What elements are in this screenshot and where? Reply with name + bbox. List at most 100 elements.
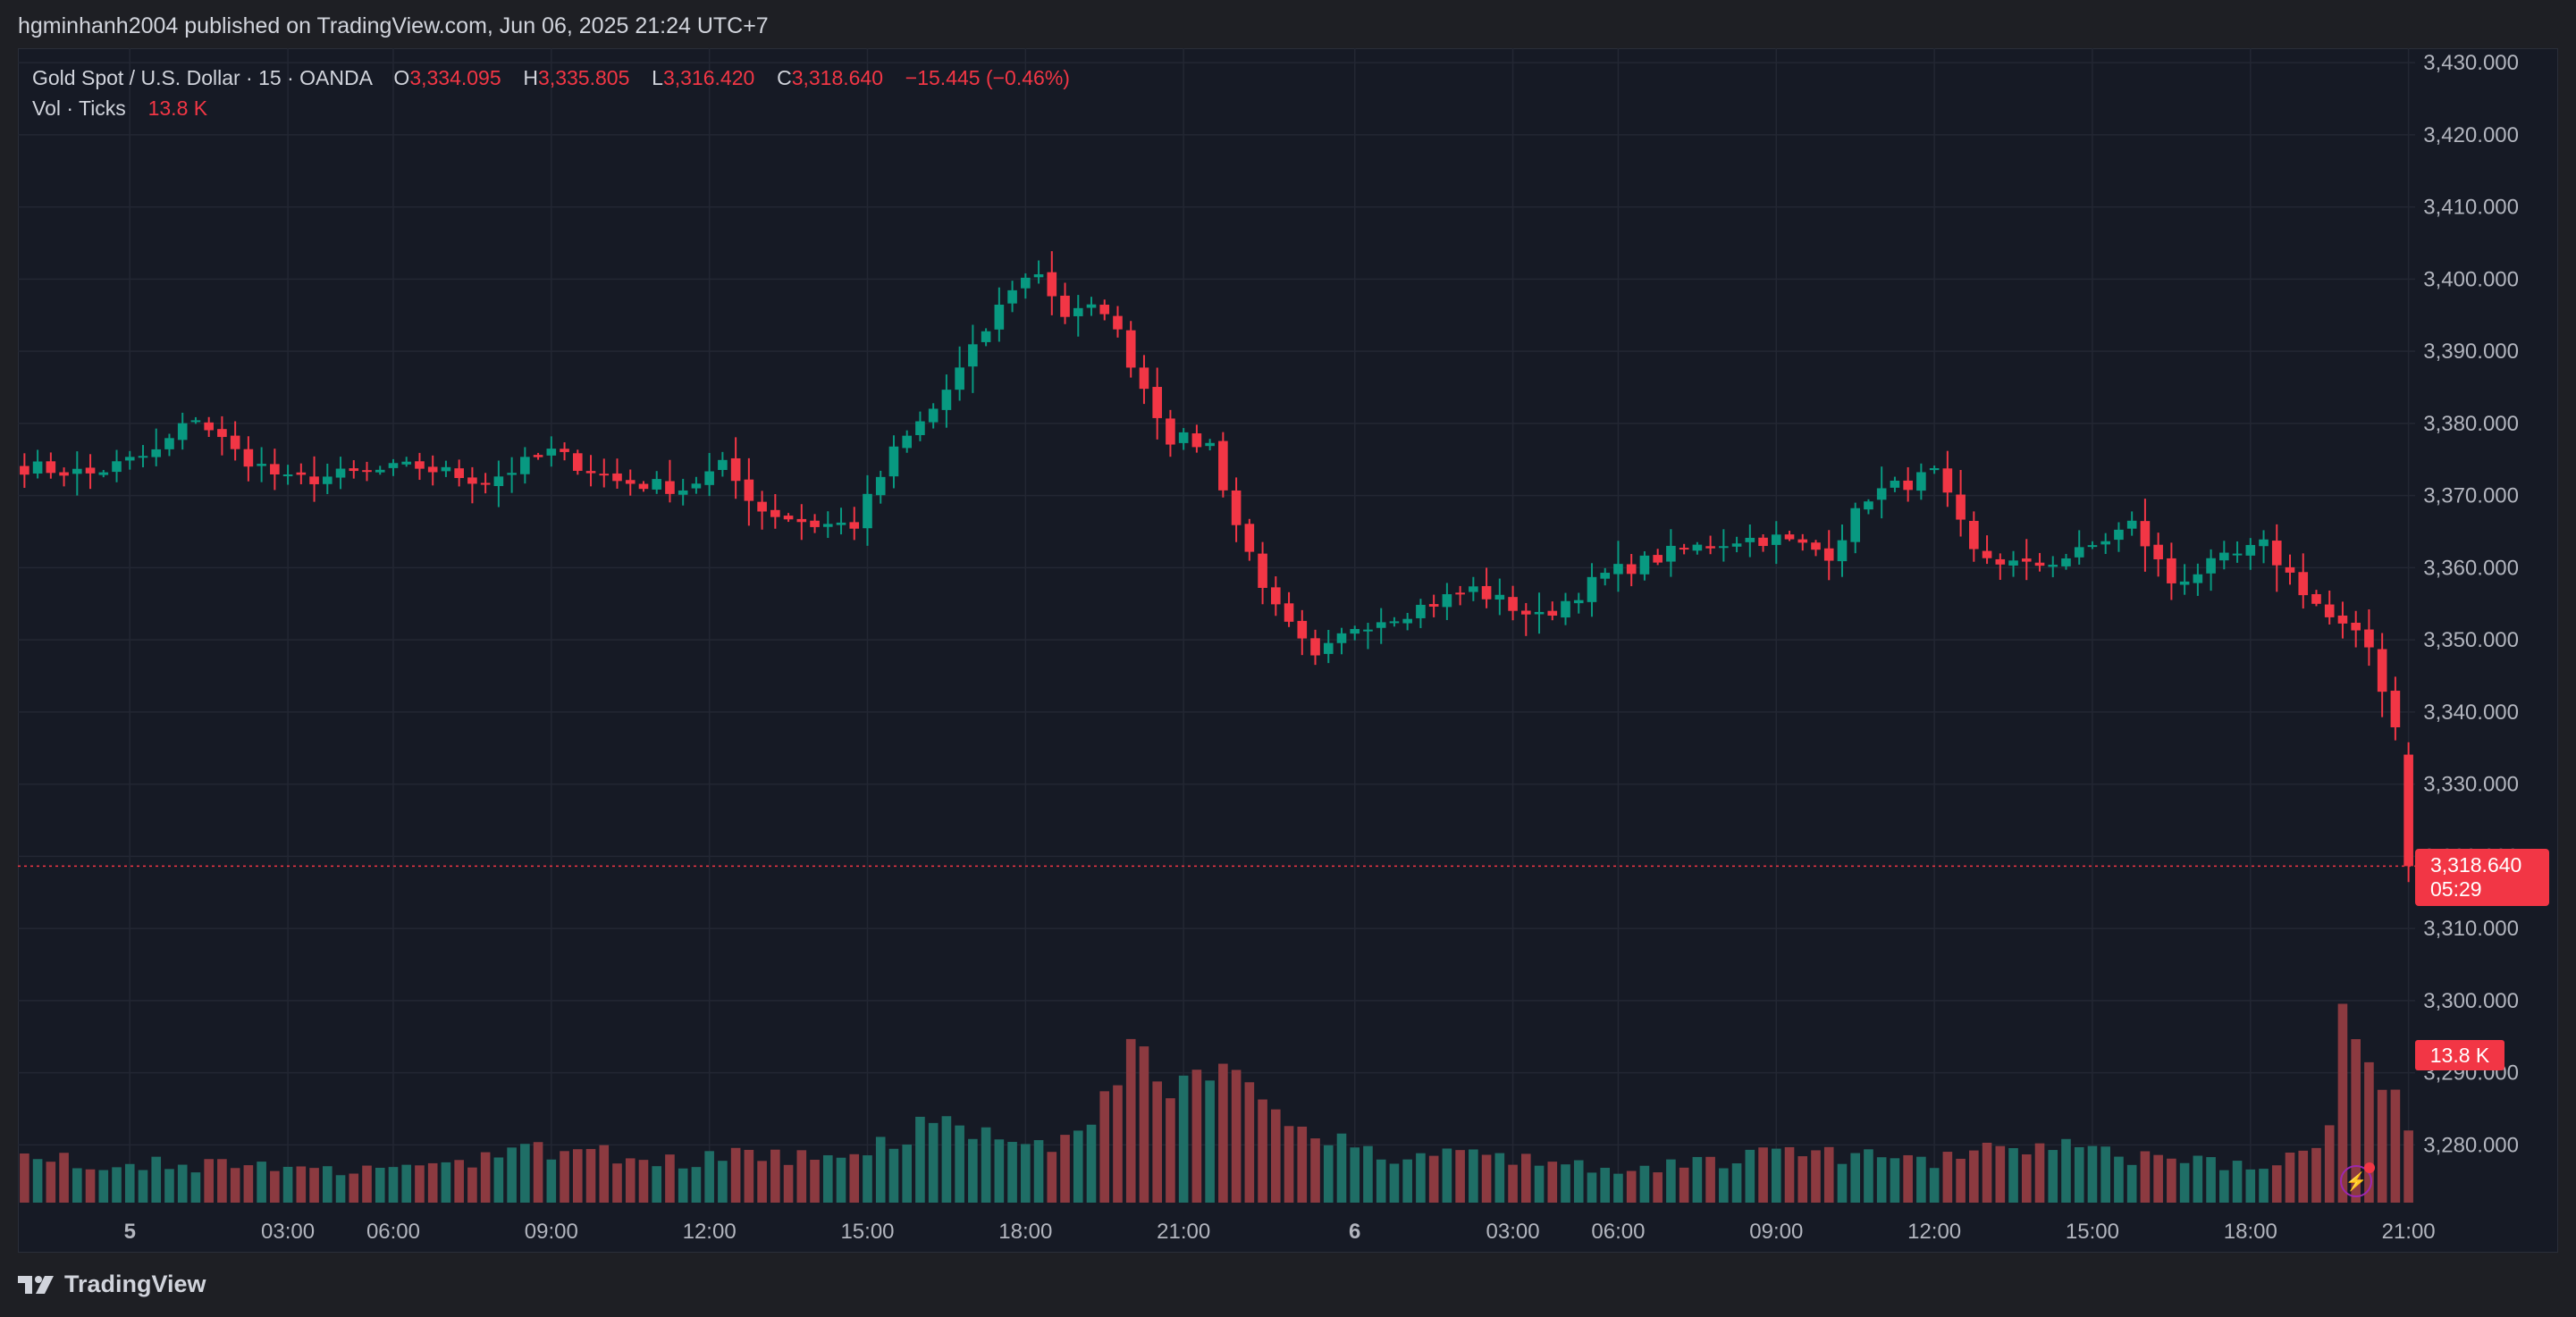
- candle-body: [2219, 552, 2229, 561]
- candle-body: [1455, 592, 1465, 595]
- candle-body: [2271, 541, 2282, 566]
- volume-bar: [1376, 1159, 1386, 1203]
- time-tick-label: 21:00: [1157, 1220, 1210, 1244]
- candle-body: [1890, 480, 1900, 488]
- price-tick-label: 3,410.000: [2423, 196, 2519, 220]
- volume-bar: [744, 1149, 754, 1203]
- candle-body: [2232, 553, 2243, 556]
- volume-bar: [928, 1122, 939, 1203]
- candle-body: [1534, 611, 1545, 615]
- candle-body: [836, 522, 846, 525]
- candle-body: [177, 423, 188, 440]
- candle-body: [783, 516, 794, 520]
- volume-bar: [2126, 1164, 2137, 1203]
- volume-label[interactable]: Vol · Ticks: [32, 96, 126, 120]
- volume-bar: [1916, 1156, 1926, 1203]
- candle-body: [1982, 550, 1992, 558]
- chart-frame[interactable]: [18, 48, 2558, 1253]
- candle-body: [1692, 544, 1703, 551]
- candle-body: [730, 457, 741, 482]
- time-tick-label: 12:00: [683, 1220, 737, 1244]
- volume-bar: [1205, 1080, 1215, 1203]
- volume-bar: [1191, 1070, 1202, 1203]
- symbol-label[interactable]: Gold Spot / U.S. Dollar · 15 · OANDA: [32, 66, 372, 89]
- volume-bar: [1561, 1164, 1570, 1203]
- candle-body: [1837, 540, 1848, 562]
- volume-bar: [1666, 1159, 1676, 1203]
- volume-bar: [2100, 1146, 2111, 1203]
- candle-body: [1758, 537, 1768, 547]
- volume-bar: [1850, 1153, 1861, 1203]
- volume-bar: [1600, 1168, 1611, 1203]
- candle-body: [928, 408, 939, 423]
- volume-bar: [888, 1148, 899, 1203]
- candle-body: [1771, 534, 1781, 545]
- volume-bar: [638, 1160, 649, 1203]
- tradingview-logo[interactable]: TradingView: [18, 1271, 206, 1298]
- volume-bar: [2167, 1158, 2176, 1203]
- candle-body: [638, 483, 649, 490]
- volume-bar: [599, 1145, 610, 1203]
- candle-body: [1705, 546, 1715, 549]
- candle-body: [2390, 691, 2401, 727]
- volume-bar: [2298, 1150, 2309, 1203]
- lightning-icon[interactable]: ⚡: [2340, 1162, 2375, 1197]
- volume-bar: [112, 1167, 122, 1203]
- volume-bar: [32, 1159, 43, 1203]
- volume-bar: [718, 1161, 728, 1203]
- candle-body: [955, 367, 964, 390]
- volume-bar: [507, 1147, 517, 1203]
- candle-body: [1469, 586, 1478, 592]
- volume-bar: [322, 1166, 333, 1203]
- candle-body: [243, 449, 254, 467]
- volume-bar: [59, 1153, 69, 1203]
- volume-bar: [1705, 1156, 1715, 1203]
- volume-bar: [836, 1157, 846, 1203]
- volume-bar: [1587, 1172, 1597, 1203]
- candle-body: [2351, 622, 2361, 631]
- time-tick-label: 06:00: [366, 1220, 420, 1244]
- candle-body: [1336, 633, 1347, 643]
- candle-body: [1271, 587, 1281, 605]
- price-tick-label: 3,300.000: [2423, 989, 2519, 1013]
- volume-bar: [665, 1154, 675, 1203]
- candle-body: [796, 518, 807, 523]
- volume-bar: [783, 1164, 794, 1203]
- candle-body: [1520, 610, 1531, 615]
- candle-body: [875, 476, 886, 496]
- volume-bar: [1653, 1172, 1663, 1203]
- candle-body: [46, 461, 56, 474]
- volume-bar: [204, 1159, 214, 1203]
- volume-bar: [625, 1158, 636, 1203]
- low-value: 3,316.420: [662, 66, 755, 89]
- candle-body: [72, 468, 82, 474]
- ohlc-row: Gold Spot / U.S. Dollar · 15 · OANDA O3,…: [32, 63, 1070, 93]
- publish-header: hgminhanh2004 published on TradingView.c…: [0, 0, 2576, 48]
- volume-bar: [441, 1162, 451, 1203]
- price-chart[interactable]: 3,430.000 3,420.000 3,410.000 3,400.000 3,39…: [18, 48, 2558, 1253]
- volume-bar: [1903, 1154, 1913, 1203]
- volume-bar: [2179, 1162, 2190, 1203]
- candle-body: [718, 459, 728, 470]
- candle-body: [349, 468, 359, 472]
- candle-body: [1969, 520, 1979, 549]
- volume-bar: [770, 1149, 780, 1203]
- candle-body: [1086, 304, 1097, 308]
- volume-bar: [1811, 1150, 1821, 1203]
- candle-body: [1389, 621, 1400, 624]
- candle-body: [375, 469, 385, 473]
- volume-bar: [1508, 1164, 1518, 1203]
- time-tick-label: 03:00: [261, 1220, 315, 1244]
- volume-bar: [124, 1163, 135, 1203]
- candle-body: [507, 473, 517, 475]
- candle-body: [138, 456, 148, 458]
- volume-bar: [2008, 1148, 2018, 1203]
- candle-body: [98, 472, 109, 475]
- notification-dot: [2364, 1162, 2375, 1173]
- volume-bar: [2193, 1155, 2203, 1203]
- candle-body: [1929, 468, 1940, 471]
- volume-bar: [1890, 1158, 1900, 1203]
- volume-bar: [1469, 1149, 1478, 1203]
- volume-bar: [2245, 1169, 2256, 1203]
- candle-body: [1823, 548, 1834, 561]
